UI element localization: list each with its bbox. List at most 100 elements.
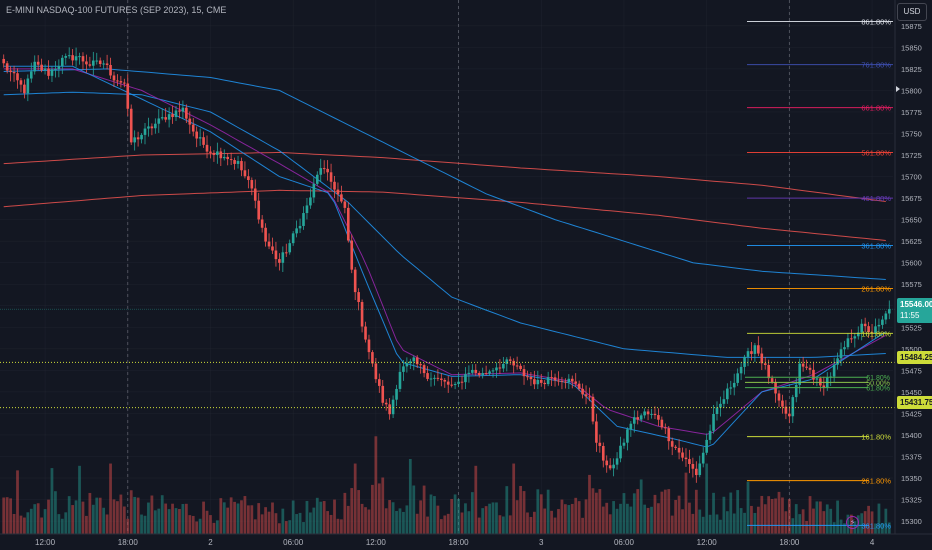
volume-bar bbox=[491, 502, 495, 534]
candle-body bbox=[605, 460, 609, 466]
candle-body bbox=[395, 388, 398, 400]
candle-body bbox=[691, 464, 695, 469]
candle-body bbox=[240, 161, 243, 171]
volume-bar bbox=[74, 500, 78, 534]
candle-body bbox=[781, 400, 784, 407]
candle-body bbox=[81, 56, 85, 62]
candle-body bbox=[191, 124, 195, 132]
volume-bar bbox=[71, 505, 75, 534]
volume-bar bbox=[322, 501, 326, 534]
candle-body bbox=[50, 69, 54, 76]
candle-body bbox=[533, 379, 536, 385]
volume-bar bbox=[357, 490, 361, 534]
candle-body bbox=[484, 373, 488, 375]
volume-bar bbox=[371, 484, 374, 534]
candle-body bbox=[33, 61, 37, 72]
price-axis-tick: 15825 bbox=[901, 65, 922, 74]
candle-body bbox=[695, 468, 698, 476]
candle-body bbox=[636, 417, 640, 420]
volume-bar bbox=[877, 503, 881, 534]
fib-inner-label: 61.80% bbox=[866, 375, 890, 382]
volume-bar bbox=[26, 512, 30, 534]
volume-bar bbox=[636, 489, 640, 534]
volume-bar bbox=[415, 513, 419, 534]
volume-bar bbox=[439, 519, 443, 534]
candle-body bbox=[371, 352, 374, 364]
candle-body bbox=[419, 364, 422, 366]
volume-bar bbox=[532, 511, 536, 534]
candle-body bbox=[9, 70, 12, 73]
volume-bar bbox=[839, 519, 843, 534]
candle-body bbox=[326, 168, 329, 173]
volume-bar bbox=[725, 511, 729, 534]
volume-bar bbox=[774, 498, 777, 534]
candle-body bbox=[850, 338, 853, 340]
candle-body bbox=[767, 364, 770, 379]
volume-bar bbox=[732, 513, 736, 534]
price-axis-tick: 15425 bbox=[901, 409, 922, 418]
candle-body bbox=[822, 385, 826, 388]
fib-level-label: 361.80% bbox=[861, 521, 891, 530]
candle-body bbox=[298, 225, 302, 229]
price-axis-tick: 15525 bbox=[901, 323, 922, 332]
price-axis[interactable] bbox=[895, 0, 932, 550]
candle-body bbox=[446, 381, 450, 385]
time-axis-tick: 18:00 bbox=[118, 538, 139, 547]
candle-body bbox=[515, 365, 519, 367]
volume-bar bbox=[605, 502, 609, 534]
volume-bar bbox=[608, 514, 612, 534]
candle-body bbox=[657, 415, 660, 420]
candle-body bbox=[288, 243, 292, 253]
candle-body bbox=[102, 63, 105, 65]
volume-bar bbox=[688, 502, 691, 534]
volume-bar bbox=[333, 499, 336, 534]
candle-body bbox=[784, 406, 788, 414]
price-axis-tick: 15400 bbox=[901, 431, 922, 440]
moving-average-line bbox=[3, 68, 887, 435]
volume-bar bbox=[557, 509, 560, 534]
volume-bar bbox=[529, 516, 533, 534]
candle-body bbox=[629, 423, 633, 430]
volume-bar bbox=[336, 518, 340, 534]
volume-bar bbox=[574, 497, 578, 534]
candle-body bbox=[612, 464, 615, 469]
candle-body bbox=[488, 371, 491, 374]
candle-body bbox=[71, 55, 74, 61]
volume-bar bbox=[660, 491, 664, 534]
volume-bar bbox=[302, 522, 305, 534]
candle-body bbox=[763, 363, 767, 365]
candle-body bbox=[302, 213, 305, 226]
price-level-tag-1: 15484.25 bbox=[897, 351, 932, 364]
candle-body bbox=[712, 413, 715, 431]
candle-body bbox=[719, 403, 722, 408]
volume-bar bbox=[677, 495, 681, 534]
candle-body bbox=[391, 399, 395, 415]
volume-bar bbox=[195, 521, 199, 534]
candle-body bbox=[643, 411, 646, 416]
volume-bar bbox=[477, 517, 481, 534]
volume-bar bbox=[191, 515, 195, 534]
candle-body bbox=[336, 189, 340, 195]
volume-bar bbox=[278, 523, 281, 534]
fib-level-label: 761.80% bbox=[861, 61, 891, 70]
candle-body bbox=[808, 367, 812, 370]
candle-body bbox=[5, 63, 9, 71]
candle-body bbox=[619, 445, 622, 459]
candle-body bbox=[16, 73, 19, 81]
candle-body bbox=[40, 64, 43, 71]
candle-body bbox=[760, 353, 764, 364]
volume-bar bbox=[402, 511, 405, 534]
fib-inner-label: 50.00% bbox=[866, 380, 890, 387]
lightning-icon[interactable]: ⚡ bbox=[846, 516, 859, 529]
volume-bar bbox=[467, 511, 471, 534]
fib-inner-label: 61.80% bbox=[866, 386, 890, 393]
volume-bar bbox=[653, 494, 657, 534]
volume-bar bbox=[188, 515, 192, 534]
volume-bar bbox=[319, 501, 323, 534]
volume-bar bbox=[812, 508, 815, 534]
currency-button[interactable]: USD bbox=[897, 3, 927, 21]
volume-bar bbox=[126, 518, 130, 534]
candle-body bbox=[843, 347, 846, 350]
